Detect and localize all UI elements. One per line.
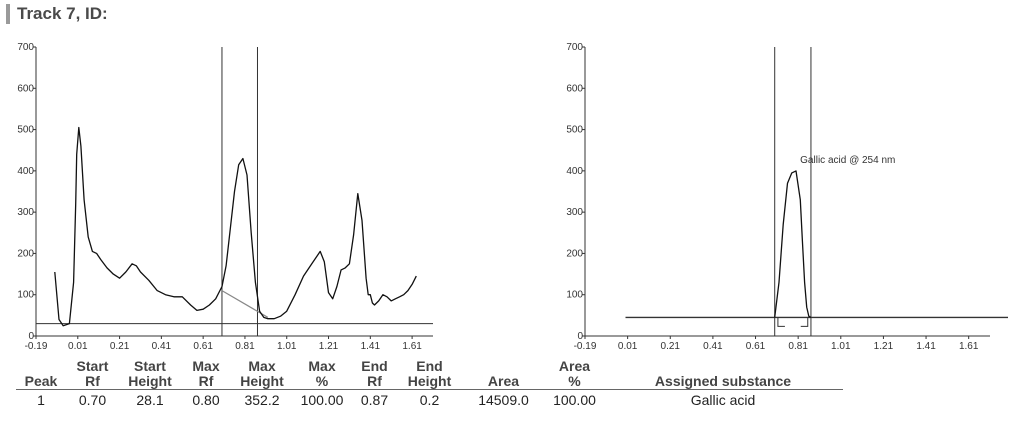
table-cell: 100.00: [546, 390, 603, 411]
column-header-text: Start: [119, 359, 181, 374]
column-header: Start Rf: [66, 359, 119, 390]
x-tick-label: 0.01: [68, 341, 88, 352]
table-cell: 0.87: [351, 390, 398, 411]
y-tick-label: 600: [17, 83, 34, 94]
table-cell: 1: [16, 390, 66, 411]
column-header: Peak: [16, 359, 66, 390]
table-cell: 0.2: [398, 390, 461, 411]
column-header-text: Area: [461, 374, 546, 389]
y-tick-label: 500: [17, 125, 34, 136]
column-header: Max Height: [231, 359, 293, 390]
column-header: Max Rf: [181, 359, 231, 390]
table-cell: 14509.0: [461, 390, 546, 411]
column-header-text: Max: [293, 359, 351, 374]
series-line: [55, 128, 417, 326]
column-header-text: Start: [66, 359, 119, 374]
column-header: End Rf: [351, 359, 398, 390]
table-cell: Gallic acid: [603, 390, 843, 411]
column-header: Area%: [546, 359, 603, 390]
y-tick-label: 200: [566, 248, 583, 259]
series-line: [775, 171, 811, 318]
column-header: Assigned substance: [603, 359, 843, 390]
x-tick-label: 1.01: [831, 341, 851, 352]
x-tick-label: 0.41: [152, 341, 172, 352]
y-tick-label: 100: [17, 290, 34, 301]
x-tick-label: 0.01: [618, 341, 638, 352]
x-tick-label: -0.19: [25, 341, 48, 352]
peak-annotation: Gallic acid @ 254 nm: [800, 155, 895, 166]
column-header-text: Height: [119, 374, 181, 389]
column-header: Area: [461, 359, 546, 390]
y-tick-label: 400: [566, 166, 583, 177]
column-header-text: %: [546, 374, 603, 389]
column-header-text: Peak: [16, 374, 66, 389]
table-cell: 0.70: [66, 390, 119, 411]
y-tick-label: 600: [566, 83, 583, 94]
x-tick-label: 1.61: [959, 341, 979, 352]
table-row: 1 0.70 28.1 0.80 352.2 100.00 0.87 0.2 14509.0 10…: [16, 390, 843, 411]
peak-table: Peak Start Rf Start Height Max Rf Max Height Max%…: [16, 359, 843, 410]
x-tick-label: -0.19: [574, 341, 597, 352]
column-header-text: Height: [398, 374, 461, 389]
column-header-text: Max: [181, 359, 231, 374]
x-tick-label: 0.21: [661, 341, 681, 352]
table-cell: 352.2: [231, 390, 293, 411]
column-header-text: Assigned substance: [603, 374, 843, 389]
x-tick-label: 1.41: [361, 341, 381, 352]
y-tick-label: 400: [17, 166, 34, 177]
x-tick-label: 1.21: [319, 341, 339, 352]
x-tick-label: 1.21: [874, 341, 894, 352]
x-tick-label: 1.41: [916, 341, 936, 352]
y-tick-label: 100: [566, 290, 583, 301]
x-tick-label: 0.81: [235, 341, 255, 352]
x-tick-label: 1.61: [402, 341, 422, 352]
column-header-text: %: [293, 374, 351, 389]
x-tick-label: 1.01: [277, 341, 297, 352]
integration-bracket-left: [778, 317, 785, 326]
x-tick-label: 0.61: [746, 341, 766, 352]
x-tick-label: 0.61: [193, 341, 213, 352]
column-header-text: Height: [231, 374, 293, 389]
column-header-text: Area: [546, 359, 603, 374]
table-cell: 28.1: [119, 390, 181, 411]
y-tick-label: 500: [566, 125, 583, 136]
column-header-text: Rf: [66, 374, 119, 389]
column-header-text: End: [351, 359, 398, 374]
x-tick-label: 0.21: [110, 341, 130, 352]
column-header-text: Max: [231, 359, 293, 374]
y-tick-label: 700: [566, 42, 583, 53]
y-tick-label: 200: [17, 248, 34, 259]
column-header: Start Height: [119, 359, 181, 390]
column-header: Max%: [293, 359, 351, 390]
table-cell: 0.80: [181, 390, 231, 411]
y-tick-label: 300: [17, 207, 34, 218]
column-header-text: Rf: [351, 374, 398, 389]
integration-bracket-right: [801, 317, 808, 326]
column-header-text: Rf: [181, 374, 231, 389]
table-header-row: Peak Start Rf Start Height Max Rf Max Height Max%…: [16, 359, 843, 390]
x-tick-label: 0.81: [788, 341, 808, 352]
y-tick-label: 300: [566, 207, 583, 218]
table-body: 1 0.70 28.1 0.80 352.2 100.00 0.87 0.2 14509.0 10…: [16, 390, 843, 411]
column-header: End Height: [398, 359, 461, 390]
y-tick-label: 700: [17, 42, 34, 53]
x-tick-label: 0.41: [703, 341, 723, 352]
column-header-text: End: [398, 359, 461, 374]
table-cell: 100.00: [293, 390, 351, 411]
